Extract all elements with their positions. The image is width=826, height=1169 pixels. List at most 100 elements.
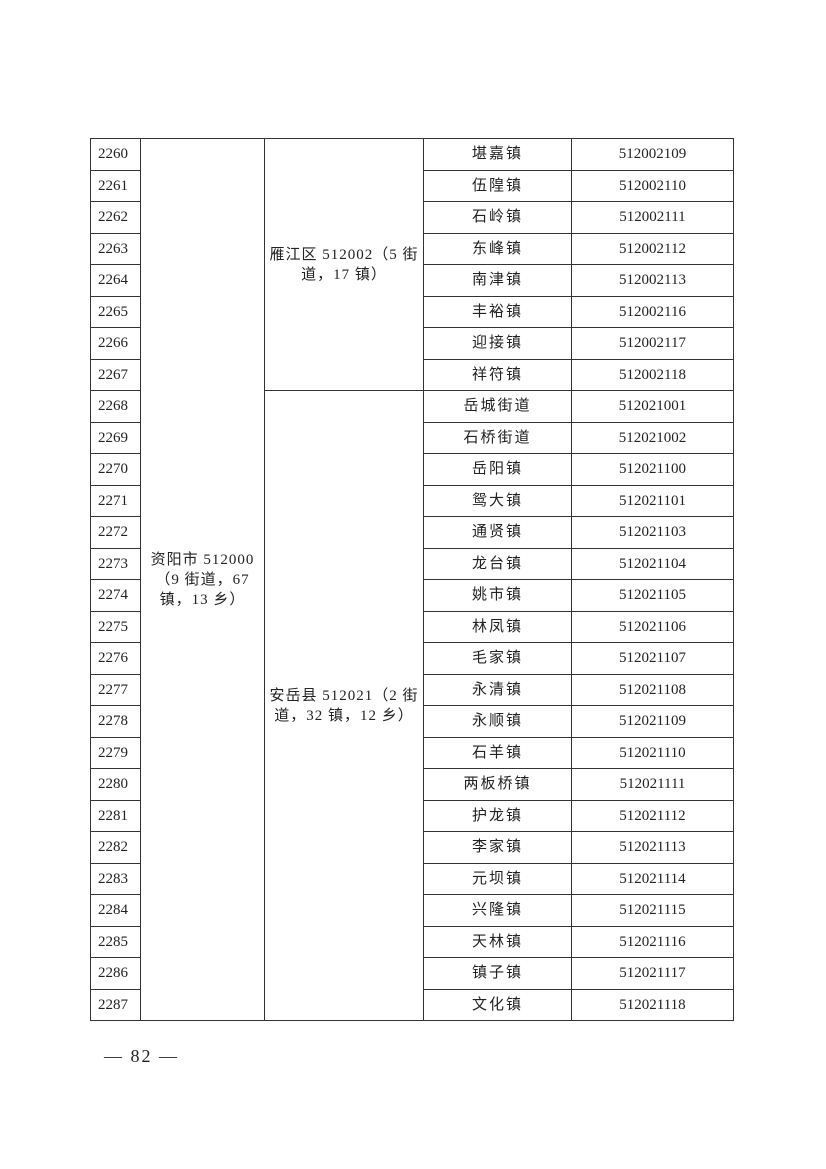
- district-cell: 雁江区 512002（5 街道，17 镇）: [264, 138, 424, 391]
- table-row: 2265 丰裕镇 512002116: [90, 295, 734, 328]
- division-code: 512021107: [571, 642, 734, 675]
- town-name: 伍隍镇: [423, 169, 572, 202]
- district-cell: 安岳县 512021（2 街道，32 镇，12 乡）: [264, 390, 424, 1021]
- row-number: 2267: [90, 358, 141, 391]
- table-row: 2263 东峰镇 512002112: [90, 232, 734, 265]
- row-number: 2269: [90, 421, 141, 454]
- row-number: 2276: [90, 642, 141, 675]
- table-row: 2274 姚市镇 512021105: [90, 579, 734, 612]
- row-number: 2270: [90, 453, 141, 486]
- row-number: 2266: [90, 327, 141, 360]
- division-code: 512021002: [571, 421, 734, 454]
- row-number: 2271: [90, 484, 141, 517]
- table-row: 2279 石羊镇 512021110: [90, 736, 734, 769]
- row-number: 2262: [90, 201, 141, 234]
- table-row: 2260 资阳市 512000（9 街道，67 镇，13 乡） 雁江区 512002…: [90, 138, 734, 1021]
- division-code: 512002117: [571, 327, 734, 360]
- division-code: 512021115: [571, 894, 734, 927]
- row-number: 2261: [90, 169, 141, 202]
- town-name: 两板桥镇: [423, 768, 572, 801]
- row-number: 2279: [90, 736, 141, 769]
- row-number: 2281: [90, 799, 141, 832]
- table-row: 2271 鸳大镇 512021101: [90, 484, 734, 517]
- town-name: 龙台镇: [423, 547, 572, 580]
- table-row: 2266 迎接镇 512002117: [90, 327, 734, 360]
- table-row: 2275 林凤镇 512021106: [90, 610, 734, 643]
- row-number: 2273: [90, 547, 141, 580]
- division-code: 512021111: [571, 768, 734, 801]
- town-name: 护龙镇: [423, 799, 572, 832]
- page-number: — 82 —: [104, 1046, 179, 1066]
- division-code: 512002112: [571, 232, 734, 265]
- table-row: 2287 文化镇 512021118: [90, 988, 734, 1021]
- table-row: 2276 毛家镇 512021107: [90, 642, 734, 675]
- division-code: 512021108: [571, 673, 734, 706]
- row-number: 2280: [90, 768, 141, 801]
- table-row: 2270 岳阳镇 512021100: [90, 453, 734, 486]
- town-name: 岳阳镇: [423, 453, 572, 486]
- town-name: 迎接镇: [423, 327, 572, 360]
- table-row: 2286 镇子镇 512021117: [90, 957, 734, 990]
- division-code: 512002111: [571, 201, 734, 234]
- division-code: 512021110: [571, 736, 734, 769]
- table-row: 2262 石岭镇 512002111: [90, 201, 734, 234]
- table-row: 2272 通贤镇 512021103: [90, 516, 734, 549]
- division-code: 512021104: [571, 547, 734, 580]
- table-row: 2264 南津镇 512002113: [90, 264, 734, 297]
- division-code: 512021114: [571, 862, 734, 895]
- division-code: 512021109: [571, 705, 734, 738]
- division-code: 512002110: [571, 169, 734, 202]
- table-row: 2280 两板桥镇 512021111: [90, 768, 734, 801]
- division-code: 512021105: [571, 579, 734, 612]
- town-name: 石桥街道: [423, 421, 572, 454]
- town-name: 岳城街道: [423, 390, 572, 423]
- city-cell: 资阳市 512000（9 街道，67 镇，13 乡）: [140, 138, 265, 1021]
- table-row: 2285 天林镇 512021116: [90, 925, 734, 958]
- row-number: 2260: [90, 138, 141, 171]
- table-row: 2267 祥符镇 512002118: [90, 358, 734, 391]
- division-code: 512021112: [571, 799, 734, 832]
- division-code: 512002116: [571, 295, 734, 328]
- table-row: 2269 石桥街道 512021002: [90, 421, 734, 454]
- row-number: 2283: [90, 862, 141, 895]
- row-number: 2263: [90, 232, 141, 265]
- division-code: 512002113: [571, 264, 734, 297]
- row-number: 2274: [90, 579, 141, 612]
- row-number: 2284: [90, 894, 141, 927]
- division-code-table: 2260 资阳市 512000（9 街道，67 镇，13 乡） 雁江区 512002…: [90, 138, 734, 1021]
- table-row: 2283 元坝镇 512021114: [90, 862, 734, 895]
- row-number: 2287: [90, 988, 141, 1021]
- town-name: 永顺镇: [423, 705, 572, 738]
- division-code: 512002118: [571, 358, 734, 391]
- table-row: 2277 永清镇 512021108: [90, 673, 734, 706]
- town-name: 堪嘉镇: [423, 138, 572, 171]
- row-number: 2278: [90, 705, 141, 738]
- town-name: 祥符镇: [423, 358, 572, 391]
- division-code: 512021113: [571, 831, 734, 864]
- town-name: 东峰镇: [423, 232, 572, 265]
- table-row: 2278 永顺镇 512021109: [90, 705, 734, 738]
- town-name: 丰裕镇: [423, 295, 572, 328]
- division-code: 512021117: [571, 957, 734, 990]
- row-number: 2268: [90, 390, 141, 423]
- division-code: 512021101: [571, 484, 734, 517]
- division-code: 512021001: [571, 390, 734, 423]
- table-row: 2284 兴隆镇 512021115: [90, 894, 734, 927]
- table-row: 2281 护龙镇 512021112: [90, 799, 734, 832]
- row-number: 2272: [90, 516, 141, 549]
- division-code: 512002109: [571, 138, 734, 171]
- division-code: 512021106: [571, 610, 734, 643]
- town-name: 文化镇: [423, 988, 572, 1021]
- town-name: 毛家镇: [423, 642, 572, 675]
- town-name: 鸳大镇: [423, 484, 572, 517]
- division-code: 512021100: [571, 453, 734, 486]
- town-name: 石羊镇: [423, 736, 572, 769]
- town-name: 通贤镇: [423, 516, 572, 549]
- division-code: 512021103: [571, 516, 734, 549]
- row-number: 2286: [90, 957, 141, 990]
- town-name: 镇子镇: [423, 957, 572, 990]
- town-name: 南津镇: [423, 264, 572, 297]
- town-name: 天林镇: [423, 925, 572, 958]
- table-row: 2282 李家镇 512021113: [90, 831, 734, 864]
- division-code: 512021116: [571, 925, 734, 958]
